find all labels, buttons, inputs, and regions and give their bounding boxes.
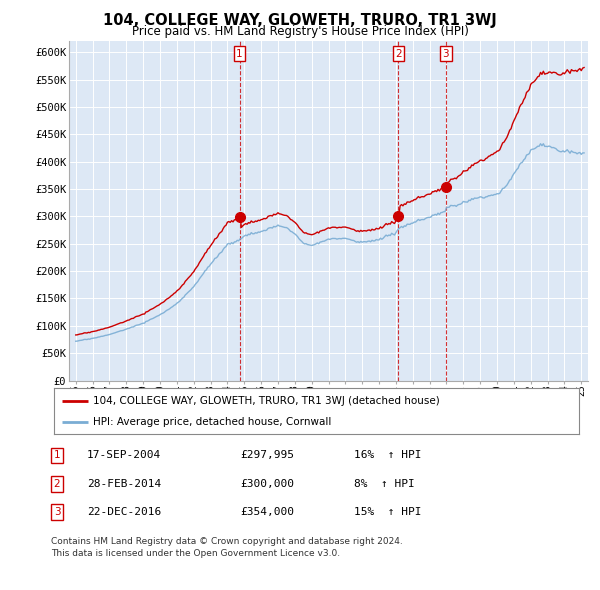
Text: This data is licensed under the Open Government Licence v3.0.: This data is licensed under the Open Gov… — [51, 549, 340, 558]
Text: 8%  ↑ HPI: 8% ↑ HPI — [354, 479, 415, 489]
Text: Price paid vs. HM Land Registry's House Price Index (HPI): Price paid vs. HM Land Registry's House … — [131, 25, 469, 38]
Text: £354,000: £354,000 — [240, 507, 294, 517]
Text: 3: 3 — [53, 507, 61, 517]
Text: 1: 1 — [236, 49, 243, 59]
Text: £300,000: £300,000 — [240, 479, 294, 489]
Text: 104, COLLEGE WAY, GLOWETH, TRURO, TR1 3WJ: 104, COLLEGE WAY, GLOWETH, TRURO, TR1 3W… — [103, 13, 497, 28]
Text: 104, COLLEGE WAY, GLOWETH, TRURO, TR1 3WJ (detached house): 104, COLLEGE WAY, GLOWETH, TRURO, TR1 3W… — [94, 395, 440, 405]
Text: 22-DEC-2016: 22-DEC-2016 — [87, 507, 161, 517]
Text: 17-SEP-2004: 17-SEP-2004 — [87, 451, 161, 460]
Text: 16%  ↑ HPI: 16% ↑ HPI — [354, 451, 421, 460]
Text: 15%  ↑ HPI: 15% ↑ HPI — [354, 507, 421, 517]
Text: Contains HM Land Registry data © Crown copyright and database right 2024.: Contains HM Land Registry data © Crown c… — [51, 537, 403, 546]
Text: 2: 2 — [395, 49, 402, 59]
Text: 3: 3 — [443, 49, 449, 59]
Text: 1: 1 — [53, 451, 61, 460]
Text: 2: 2 — [53, 479, 61, 489]
Text: HPI: Average price, detached house, Cornwall: HPI: Average price, detached house, Corn… — [94, 417, 332, 427]
Text: 28-FEB-2014: 28-FEB-2014 — [87, 479, 161, 489]
Text: £297,995: £297,995 — [240, 451, 294, 460]
